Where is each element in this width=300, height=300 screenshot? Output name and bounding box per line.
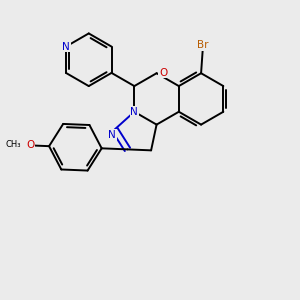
Text: N: N [130,107,138,117]
Text: N: N [108,130,116,140]
Text: N: N [62,42,70,52]
Text: CH₃: CH₃ [6,140,21,149]
Text: O: O [159,68,167,78]
Text: O: O [26,140,34,150]
Text: Br: Br [197,40,209,50]
